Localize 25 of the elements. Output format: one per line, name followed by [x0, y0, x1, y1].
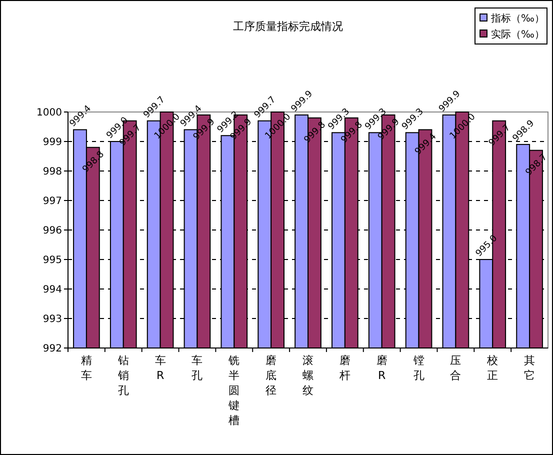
x-tick-label: 钻销孔	[116, 354, 129, 397]
x-tick-label: 滚螺纹	[302, 354, 314, 397]
x-tick-label: 磨杆	[338, 354, 350, 382]
chart-title: 工序质量指标完成情况	[233, 20, 343, 33]
x-tick-label: 压合	[450, 354, 462, 382]
x-tick-label: 其它	[524, 354, 536, 382]
x-tick-label: 铣半圆键槽	[228, 354, 240, 427]
y-tick-label: 993	[42, 314, 62, 325]
x-tick-label: 磨底径	[266, 354, 277, 397]
y-tick-label: 996	[42, 226, 62, 236]
y-tick-label: 994	[42, 284, 62, 296]
x-tick-label: 车R	[154, 354, 166, 382]
y-tick-label: 992	[42, 344, 62, 354]
y-tick-label: 999	[42, 137, 62, 148]
x-tick-label: 镗孔	[412, 354, 424, 382]
legend-label: 实际（‰）	[491, 28, 544, 40]
legend-label: 指标（‰）	[490, 12, 544, 24]
y-tick-label: 995	[42, 255, 62, 266]
y-tick-label: 1000	[36, 108, 62, 118]
x-tick-label: 车孔	[192, 354, 203, 382]
y-tick-label: 997	[42, 196, 62, 207]
x-tick-label: 磨R	[376, 354, 388, 382]
y-tick-label: 998	[42, 166, 62, 178]
x-tick-label: 校正	[486, 354, 498, 382]
x-tick-label: 精车	[80, 354, 92, 382]
